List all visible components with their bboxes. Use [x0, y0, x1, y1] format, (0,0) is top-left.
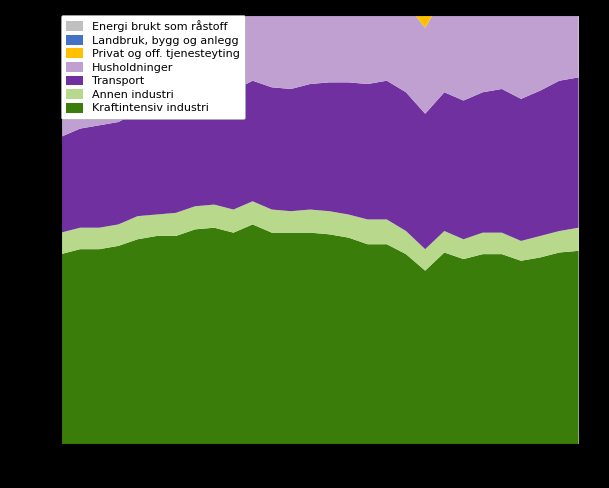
Legend: Energi brukt som råstoff, Landbruk, bygg og anlegg, Privat og off. tjenesteyting: Energi brukt som råstoff, Landbruk, bygg… — [61, 15, 245, 119]
